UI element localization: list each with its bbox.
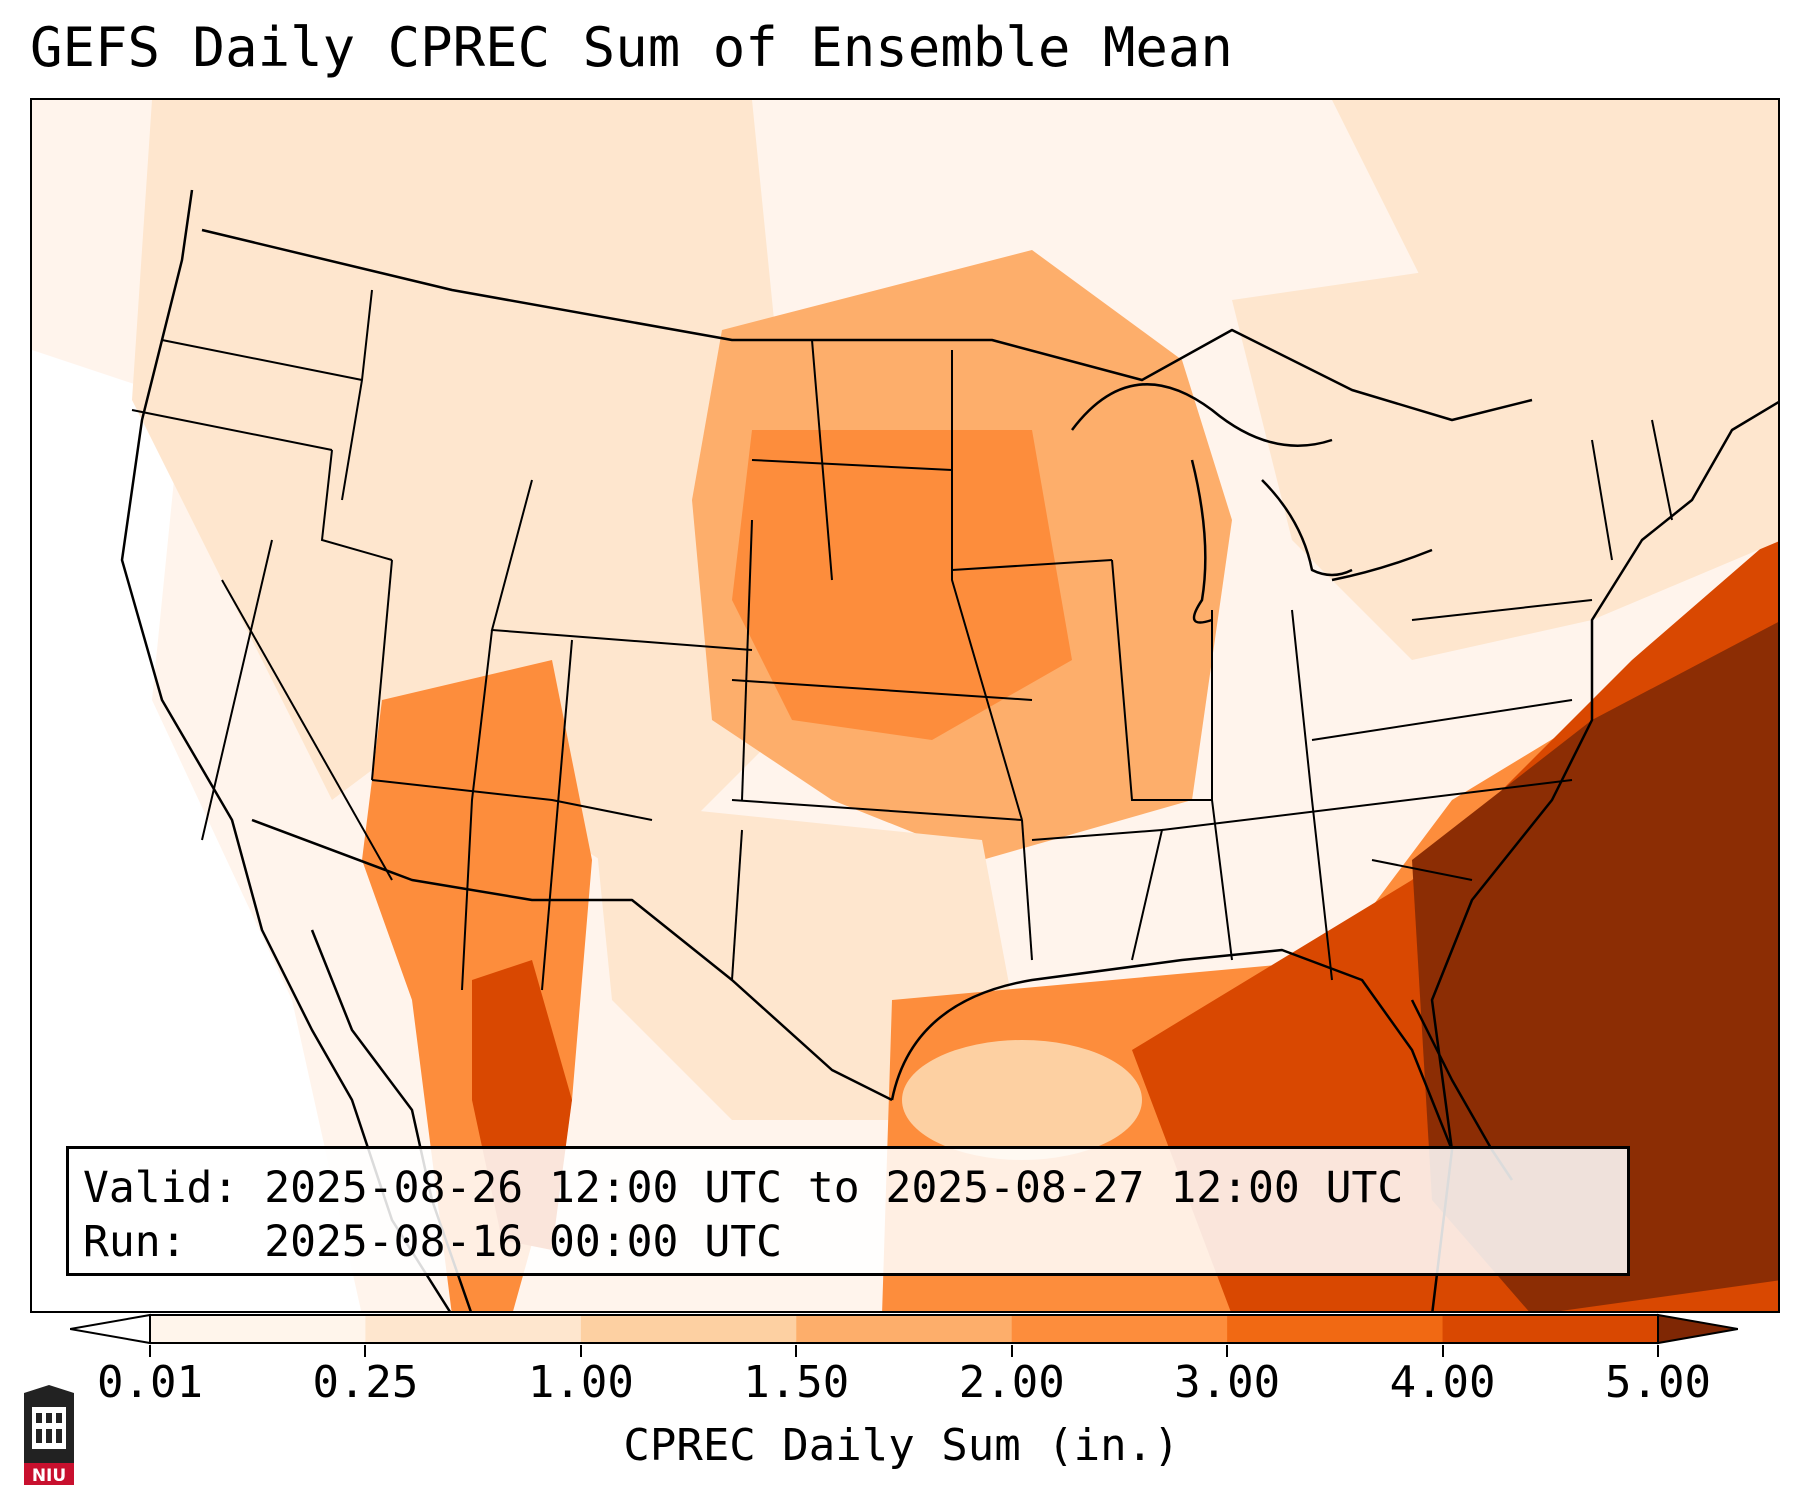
- colorbar-tick-label: 4.00: [1389, 1357, 1496, 1408]
- new-england-line: [1651, 419, 1673, 521]
- co-ut-line: [461, 629, 493, 991]
- colorbar-tick-mark: [795, 1345, 798, 1357]
- nv-west-line: [201, 539, 273, 841]
- colorbar-tick-mark: [1441, 1345, 1444, 1357]
- nd-sd-line: [811, 339, 833, 581]
- east-coastline: [1430, 400, 1778, 1151]
- colorbar-tick-mark: [149, 1345, 151, 1357]
- sc-line: [1371, 859, 1473, 881]
- lake-superior: [1071, 383, 1333, 447]
- lake-huron: [1261, 479, 1353, 577]
- precipitation-map: [30, 98, 1780, 1313]
- ia-mo-line: [951, 559, 1113, 571]
- run-label: Run:: [83, 1217, 187, 1267]
- gulf-coastline: [890, 948, 1454, 1311]
- mn-ia-line: [951, 350, 1023, 821]
- co-west-line: [541, 639, 573, 991]
- colorbar-tick-mark: [364, 1345, 367, 1357]
- pacific-dry-area: [32, 350, 362, 1311]
- colorbar-segment: [1442, 1315, 1659, 1343]
- page-title: GEFS Daily CPREC Sum of Ensemble Mean: [30, 16, 1233, 79]
- colorbar-outline: [149, 1314, 1659, 1344]
- colorbar-tick-mark: [579, 1345, 582, 1357]
- logo-banner: [24, 1463, 74, 1485]
- colorbar-segment: [365, 1315, 582, 1343]
- colorbar-tick-mark: [1010, 1345, 1013, 1357]
- validity-info-box: Valid: 2025-08-26 12:00 UTC to 2025-08-2…: [66, 1146, 1630, 1276]
- colorbar-tick-label: 5.00: [1605, 1357, 1711, 1408]
- sd-ne-line: [751, 459, 953, 471]
- university-seal-icon: NIU: [24, 1385, 74, 1485]
- canada-east-light-area: [1332, 100, 1778, 300]
- northeast-light-area: [1232, 220, 1778, 660]
- colorbar-segments: [150, 1315, 1659, 1343]
- canada-border: [201, 228, 1533, 422]
- run-time: 2025-08-16 00:00 UTC: [264, 1217, 782, 1267]
- in-al-line: [1211, 610, 1233, 961]
- colorbar-under-arrow: [70, 1313, 151, 1345]
- ca-nv-line: [221, 579, 393, 881]
- state-lines: [131, 289, 1673, 991]
- colorbar-tick-label: 0.01: [97, 1357, 203, 1408]
- ks-ok-line: [731, 799, 1023, 821]
- colorbar-segment: [796, 1315, 1013, 1343]
- colorbar-tick-label: 1.00: [527, 1357, 634, 1408]
- colorbar-tick-label: 0.25: [312, 1357, 419, 1408]
- map-canvas: [32, 100, 1778, 1311]
- tn-nc-line: [1161, 779, 1573, 831]
- gulf-light-center: [902, 1040, 1142, 1160]
- west-light-area: [132, 100, 812, 880]
- or-ca-line: [131, 409, 333, 451]
- colorbar-over-arrow: [1657, 1313, 1738, 1345]
- wa-id-line: [341, 289, 373, 501]
- colorbar-segment: [580, 1315, 797, 1343]
- borders: [120, 189, 1778, 1311]
- va-line: [1311, 699, 1573, 741]
- colorbar-tick-label: 3.00: [1174, 1357, 1281, 1408]
- plains-heavier-area: [732, 430, 1072, 740]
- colorbar-tick-mark: [1226, 1345, 1229, 1357]
- colorbar-tick-label: 2.00: [958, 1357, 1065, 1408]
- colorbar-tick-label: 1.50: [743, 1357, 850, 1408]
- pa-line: [1411, 599, 1593, 621]
- valid-range: 2025-08-26 12:00 UTC to 2025-08-27 12:00…: [264, 1163, 1404, 1213]
- colorbar-segment: [1011, 1315, 1228, 1343]
- ny-line: [1591, 439, 1613, 561]
- ut-az-line: [371, 779, 653, 821]
- colorbar-label: CPREC Daily Sum (in.): [623, 1420, 1180, 1471]
- il-line: [1111, 559, 1212, 801]
- colorbar-tick-mark: [1657, 1345, 1659, 1357]
- lake-erie: [1331, 548, 1433, 582]
- ne-line: [741, 519, 753, 801]
- logo-text: NIU: [32, 1466, 66, 1485]
- atlantic-extreme-area: [1412, 622, 1778, 1311]
- colorbar: [70, 1313, 1738, 1345]
- nv-ut-line: [371, 559, 393, 781]
- valid-label: Valid:: [83, 1163, 239, 1213]
- lake-michigan: [1190, 459, 1213, 624]
- ar-tx-line: [1021, 819, 1033, 961]
- wa-or-line: [161, 339, 363, 381]
- colorbar-segment: [150, 1315, 366, 1343]
- colorbar-segment: [1227, 1315, 1444, 1343]
- id-line: [320, 449, 393, 561]
- oh-ga-line: [1291, 609, 1333, 981]
- west-coastline: [120, 189, 451, 1311]
- mexico-border: [251, 818, 893, 1102]
- ks-ne-line: [731, 679, 1033, 701]
- tx-panhandle-line: [731, 829, 743, 981]
